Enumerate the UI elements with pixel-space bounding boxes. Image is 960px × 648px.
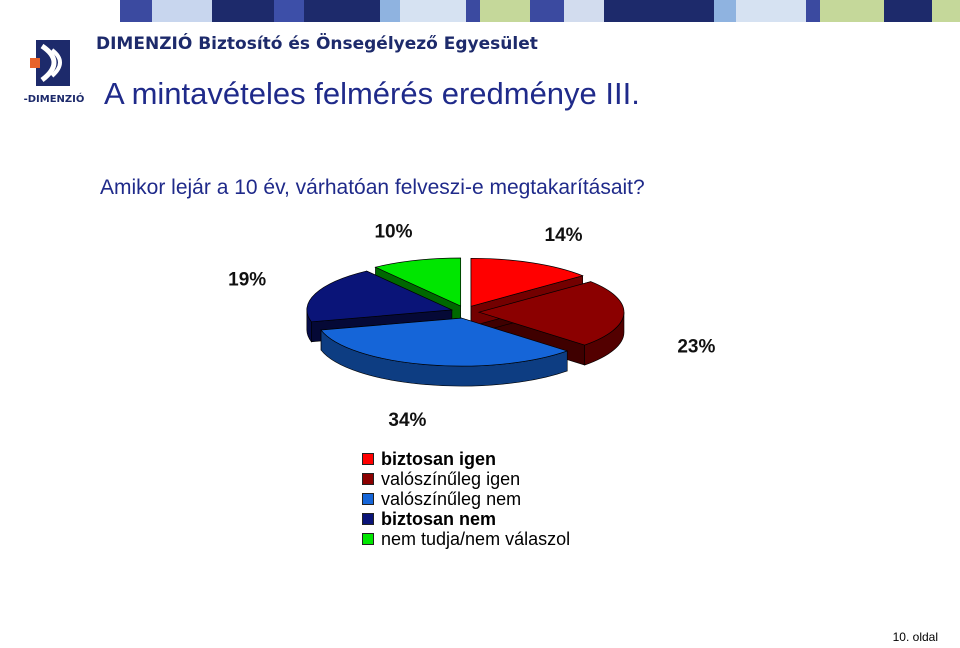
top-bar-segment <box>152 0 212 22</box>
legend-label: valószínűleg igen <box>381 469 521 489</box>
pie-slice <box>320 317 569 367</box>
slice-percent-label: 34% <box>388 410 426 431</box>
top-bar-segment <box>884 0 932 22</box>
legend-label: biztosan igen <box>381 449 497 469</box>
pie-slice <box>306 270 454 323</box>
legend-label: nem tudja/nem válaszol <box>381 529 571 549</box>
legend-swatch <box>362 453 374 465</box>
top-bar-segment <box>932 0 960 22</box>
slice-percent-label: 14% <box>545 225 583 246</box>
survey-question: Amikor lejár a 10 év, várhatóan felveszi… <box>100 176 645 199</box>
legend-swatch <box>362 513 374 525</box>
top-bar-segment <box>0 0 120 22</box>
top-bar-segment <box>400 0 466 22</box>
slice-percent-label: 19% <box>228 269 266 290</box>
legend-item: valószínűleg igen <box>362 469 570 489</box>
company-name: DIMENZIÓ Biztosító és Önsegélyező Egyesü… <box>96 34 538 54</box>
top-bar-segment <box>212 0 274 22</box>
legend-item: nem tudja/nem válaszol <box>362 529 570 549</box>
legend-item: biztosan igen <box>362 449 570 469</box>
legend-item: biztosan nem <box>362 509 570 529</box>
page-number: 10. oldal <box>892 630 938 644</box>
slice-percent-label: 10% <box>374 222 412 243</box>
dimenzio-logo-icon: -DIMENZIÓ <box>24 40 85 105</box>
top-color-bar <box>0 0 960 22</box>
logo-text: -DIMENZIÓ <box>24 92 85 105</box>
pie-slice <box>374 257 462 307</box>
pie-slice <box>477 281 625 346</box>
slide-title: A mintavételes felmérés eredménye III. <box>104 76 640 111</box>
legend-label: biztosan nem <box>381 509 497 529</box>
top-bar-segment <box>714 0 736 22</box>
legend-label: valószínűleg nem <box>381 489 522 509</box>
legend-swatch <box>362 493 374 505</box>
legend-swatch <box>362 473 374 485</box>
top-bar-segment <box>564 0 604 22</box>
top-bar-segment <box>736 0 806 22</box>
top-bar-segment <box>604 0 714 22</box>
top-bar-segment <box>120 0 152 22</box>
pie-slice <box>470 257 584 307</box>
top-bar-segment <box>820 0 884 22</box>
top-bar-segment <box>466 0 480 22</box>
top-bar-segment <box>274 0 304 22</box>
slice-percent-label: 23% <box>677 336 715 357</box>
top-bar-segment <box>480 0 530 22</box>
top-bar-segment <box>806 0 820 22</box>
legend-swatch <box>362 533 374 545</box>
chart-legend: biztosan igen valószínűleg igen valószínűl… <box>362 449 570 549</box>
top-bar-segment <box>530 0 564 22</box>
top-bar-segment <box>380 0 400 22</box>
legend-item: valószínűleg nem <box>362 489 570 509</box>
top-bar-segment <box>304 0 380 22</box>
